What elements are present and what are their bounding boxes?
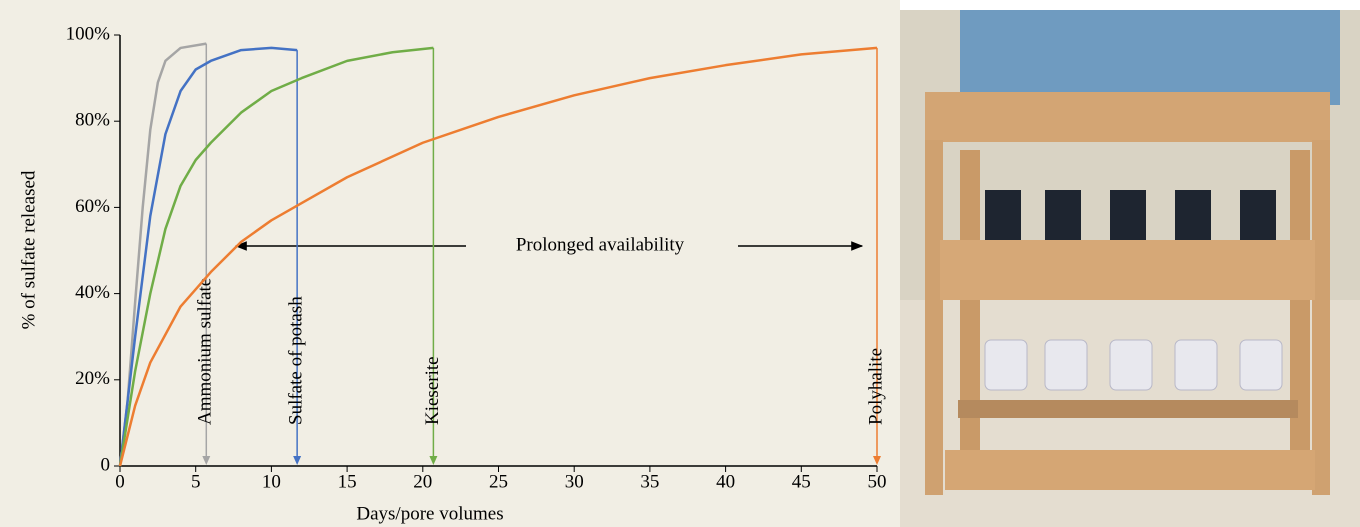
y-tick-label: 20% (75, 368, 110, 389)
x-axis-label: Days/pore volumes (356, 503, 503, 524)
annotation: Prolonged availability (516, 234, 685, 255)
y-tick-label: 40% (75, 282, 110, 303)
series-label: Ammonium sulfate (195, 278, 216, 425)
series-label: Sulfate of potash (285, 296, 306, 425)
x-tick-label: 50 (868, 471, 887, 492)
rack-base (945, 450, 1315, 490)
rack-post (1312, 140, 1330, 495)
figure: Days/pore volumes % of sulfate released … (0, 0, 1360, 527)
x-tick-label: 0 (115, 471, 125, 492)
rack-post (960, 150, 980, 490)
y-tick-label: 0 (101, 454, 111, 475)
y-tick-label: 80% (75, 110, 110, 131)
series-label: Polyhalite (865, 348, 886, 425)
x-tick-label: 10 (262, 471, 281, 492)
rack-shelf (940, 240, 1315, 300)
x-tick-label: 40 (716, 471, 735, 492)
x-tick-label: 20 (413, 471, 432, 492)
page: Days/pore volumes % of sulfate released … (0, 0, 1360, 527)
photo (900, 10, 1360, 527)
rack-shelf (958, 400, 1298, 418)
y-tick-label: 100% (66, 23, 111, 44)
x-tick-label: 15 (338, 471, 357, 492)
window (960, 10, 1340, 105)
rack-top (925, 92, 1330, 142)
x-tick-label: 30 (565, 471, 584, 492)
series-label: Kieserite (422, 356, 443, 425)
x-tick-label: 35 (640, 471, 659, 492)
x-tick-label: 5 (191, 471, 201, 492)
x-tick-label: 45 (792, 471, 811, 492)
y-tick-label: 60% (75, 196, 110, 217)
y-axis-label: % of sulfate released (18, 170, 39, 329)
rack-post (925, 140, 943, 495)
rack-post (1290, 150, 1310, 470)
chart-background (0, 0, 900, 527)
x-tick-label: 25 (489, 471, 508, 492)
